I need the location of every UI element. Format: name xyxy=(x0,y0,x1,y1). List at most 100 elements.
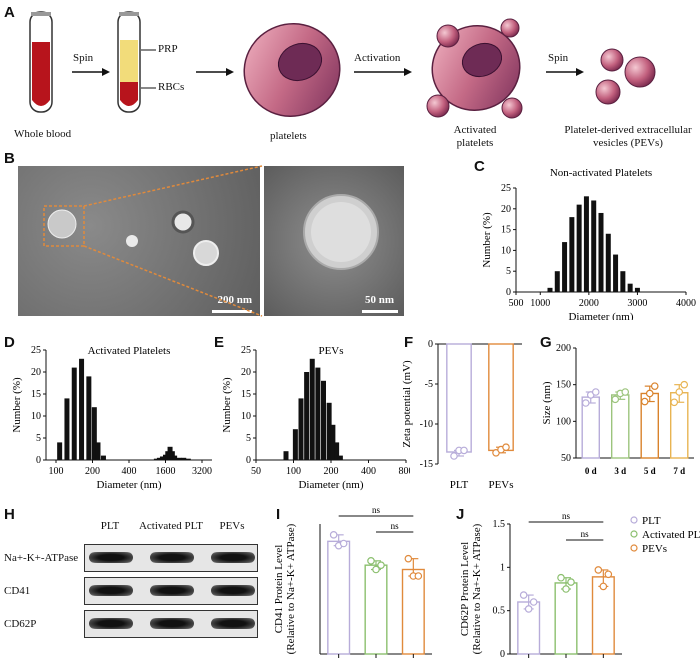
label-activated-line1: Activated xyxy=(453,124,497,136)
legend-entry: PEVs xyxy=(642,543,667,555)
data-point xyxy=(645,389,654,398)
histogram-bar xyxy=(554,271,560,292)
legend-entry: Activated PLT xyxy=(642,529,700,541)
y-tick-label: 0 xyxy=(428,339,433,350)
bar xyxy=(446,343,472,453)
centrifuged-tube xyxy=(117,11,156,113)
histogram-bar xyxy=(64,398,70,460)
histogram-bar xyxy=(153,458,159,460)
x-tick-label: 400 xyxy=(122,466,137,477)
histogram-bar xyxy=(172,455,178,460)
scale-bar-50nm: 50 nm xyxy=(364,294,394,306)
chart-title: PEVs xyxy=(318,345,343,357)
panel-d-label: D xyxy=(4,334,15,351)
bar xyxy=(327,540,351,655)
histogram-bar xyxy=(569,217,575,292)
x-tick-label: 200 xyxy=(324,466,339,477)
y-axis-label: Size (nm) xyxy=(541,381,553,424)
histogram-bar xyxy=(185,458,191,460)
chart-title: Non-activated Platelets xyxy=(550,167,652,179)
y-tick-label: 100 xyxy=(556,416,571,427)
chart-e-size-distribution: 0 5 10 15 20 25 50 100 200 400 800 Diameter (nm) Num… xyxy=(221,345,410,491)
histogram-bar xyxy=(634,287,640,292)
y-tick-label: 200 xyxy=(556,343,571,354)
label-spin-1: Spin xyxy=(73,52,94,64)
y-tick-label: 15 xyxy=(241,389,251,400)
x-tick-label: 100 xyxy=(49,466,64,477)
platelet-cell xyxy=(243,23,341,117)
data-point xyxy=(502,443,510,452)
y-tick-label: 10 xyxy=(501,245,511,256)
label-activation: Activation xyxy=(354,52,401,64)
histogram-bar xyxy=(156,457,162,460)
data-point xyxy=(367,557,375,565)
histogram-bar xyxy=(283,451,289,460)
data-point xyxy=(621,388,630,396)
histogram-bar xyxy=(321,380,326,460)
blot-band xyxy=(150,552,194,563)
blot-row-label: CD41 xyxy=(4,585,31,597)
x-tick-label: 4000 xyxy=(676,298,696,309)
y-tick-label: 0 xyxy=(506,287,511,298)
x-tick-label: 400 xyxy=(361,466,376,477)
x-tick-label: 1600 xyxy=(156,466,176,477)
y-tick-label: 0 xyxy=(500,649,505,660)
data-point xyxy=(640,397,649,406)
histogram-bar xyxy=(576,204,582,292)
data-point xyxy=(339,539,348,548)
histogram-bar xyxy=(605,233,611,292)
x-tick-label: PLT xyxy=(450,479,469,491)
legend-entry: PLT xyxy=(642,515,661,527)
blot-column-label: PLT xyxy=(100,520,120,532)
panel-b-label: B xyxy=(4,150,15,167)
y-tick-label: 15 xyxy=(31,389,41,400)
histogram-bar xyxy=(330,424,336,460)
y-tick-label: 0.5 xyxy=(493,606,506,617)
data-point xyxy=(604,570,613,579)
y-tick-label: -15 xyxy=(420,459,433,470)
histogram-bar xyxy=(304,372,310,460)
histogram-bar xyxy=(79,358,85,460)
y-tick-label: 25 xyxy=(501,183,511,194)
panel-g-label: G xyxy=(540,334,552,351)
significance-label: ns xyxy=(372,506,381,515)
data-point xyxy=(581,399,590,407)
x-tick-label: 200 xyxy=(85,466,100,477)
histogram-bar xyxy=(91,407,97,460)
chart-d-size-distribution: 0 5 10 15 20 25 100 200 400 1600 3200 Diameter (nm)… xyxy=(11,345,212,491)
x-tick-label: 500 xyxy=(509,298,524,309)
data-point xyxy=(404,554,413,563)
histogram-bar xyxy=(298,398,304,460)
data-point xyxy=(372,565,380,574)
bar xyxy=(488,343,514,452)
histogram-bar xyxy=(562,242,568,292)
y-tick-label: 0 xyxy=(246,455,251,466)
label-activated-line2: platelets xyxy=(456,137,494,149)
x-tick-label: 3 d xyxy=(614,466,626,476)
histogram-bar xyxy=(334,442,340,460)
x-tick-label: 0 d xyxy=(585,466,597,476)
blot-band xyxy=(89,552,133,563)
pevs-vesicles xyxy=(595,48,656,105)
y-tick-label: 10 xyxy=(31,411,41,422)
chart-title: Activated Platelets xyxy=(88,345,171,357)
blot-row-label: Na+-K+-ATPase xyxy=(4,552,79,564)
label-platelets: platelets xyxy=(270,130,307,142)
histogram-bar xyxy=(583,196,589,292)
data-point xyxy=(594,566,603,574)
y-tick-label: 20 xyxy=(31,367,41,378)
histogram-bar xyxy=(95,442,101,460)
bar xyxy=(401,568,425,655)
y-axis-label: Number (%) xyxy=(221,377,233,433)
y-tick-label: 15 xyxy=(501,225,511,236)
legend-marker xyxy=(630,516,638,524)
histogram-bar xyxy=(598,212,604,292)
activated-platelet-cell xyxy=(426,18,523,119)
tem-overview-particles xyxy=(43,205,252,313)
x-tick-label: 5 d xyxy=(644,466,656,476)
histogram-bar xyxy=(326,402,332,460)
blot-band xyxy=(211,552,255,563)
panel-h-label: H xyxy=(4,506,15,523)
histogram-bar xyxy=(613,254,619,292)
y-axis-label: Number (%) xyxy=(11,377,23,433)
